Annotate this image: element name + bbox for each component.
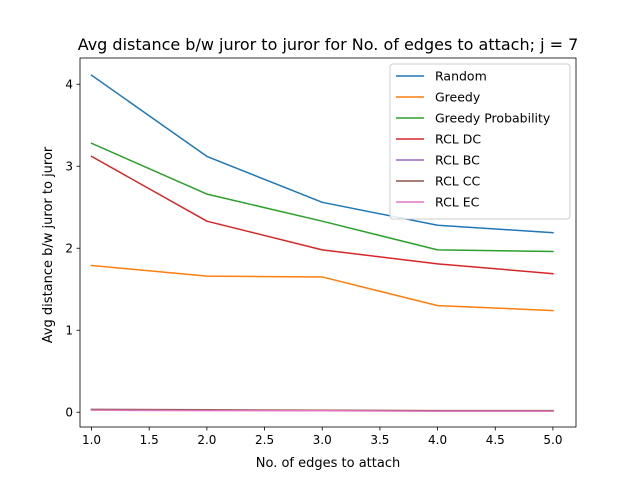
x-tick-label: 4.0 xyxy=(428,433,447,447)
y-axis-label: Avg distance b/w juror to juror xyxy=(41,146,56,343)
x-tick-label: 1.0 xyxy=(82,433,101,447)
x-tick-label: 3.5 xyxy=(370,433,389,447)
x-tick-label: 3.0 xyxy=(313,433,332,447)
series-line-3 xyxy=(90,155,554,275)
legend-label: RCL DC xyxy=(435,132,481,147)
x-axis-label: No. of edges to attach xyxy=(256,456,400,471)
series-line-6 xyxy=(90,409,554,413)
legend-label: RCL CC xyxy=(435,174,480,189)
series-line-1 xyxy=(90,264,554,312)
legend-label: Random xyxy=(435,69,487,84)
legend: Random Greedy Greedy Probability RCL DC RCL … xyxy=(389,63,571,220)
series-line-0 xyxy=(90,74,554,234)
y-tick-label: 2 xyxy=(65,242,73,256)
x-tick-label: 2.0 xyxy=(197,433,216,447)
y-tick-label: 1 xyxy=(65,324,73,338)
series-line-2 xyxy=(90,142,554,253)
chart-title: Avg distance b/w juror to juror for No. … xyxy=(78,35,579,54)
legend-label: Greedy xyxy=(435,90,481,105)
x-tick-label: 5.0 xyxy=(543,433,562,447)
y-tick-label: 0 xyxy=(65,406,73,420)
x-tick-label: 4.5 xyxy=(486,433,505,447)
y-tick-label: 3 xyxy=(65,160,73,174)
legend-label: RCL EC xyxy=(435,195,480,210)
legend-box xyxy=(389,63,571,220)
legend-label: Greedy Probability xyxy=(435,111,551,126)
axes-frame xyxy=(79,57,577,428)
x-tick-label: 2.5 xyxy=(255,433,274,447)
legend-label: RCL BC xyxy=(435,153,480,168)
x-tick-label: 1.5 xyxy=(140,433,159,447)
plot-area: 1.0 1.5 2.0 2.5 3.0 3.5 4.0 4.5 5.0 0 1 2 3 4 xyxy=(65,57,577,447)
y-tick-label: 4 xyxy=(65,78,73,92)
